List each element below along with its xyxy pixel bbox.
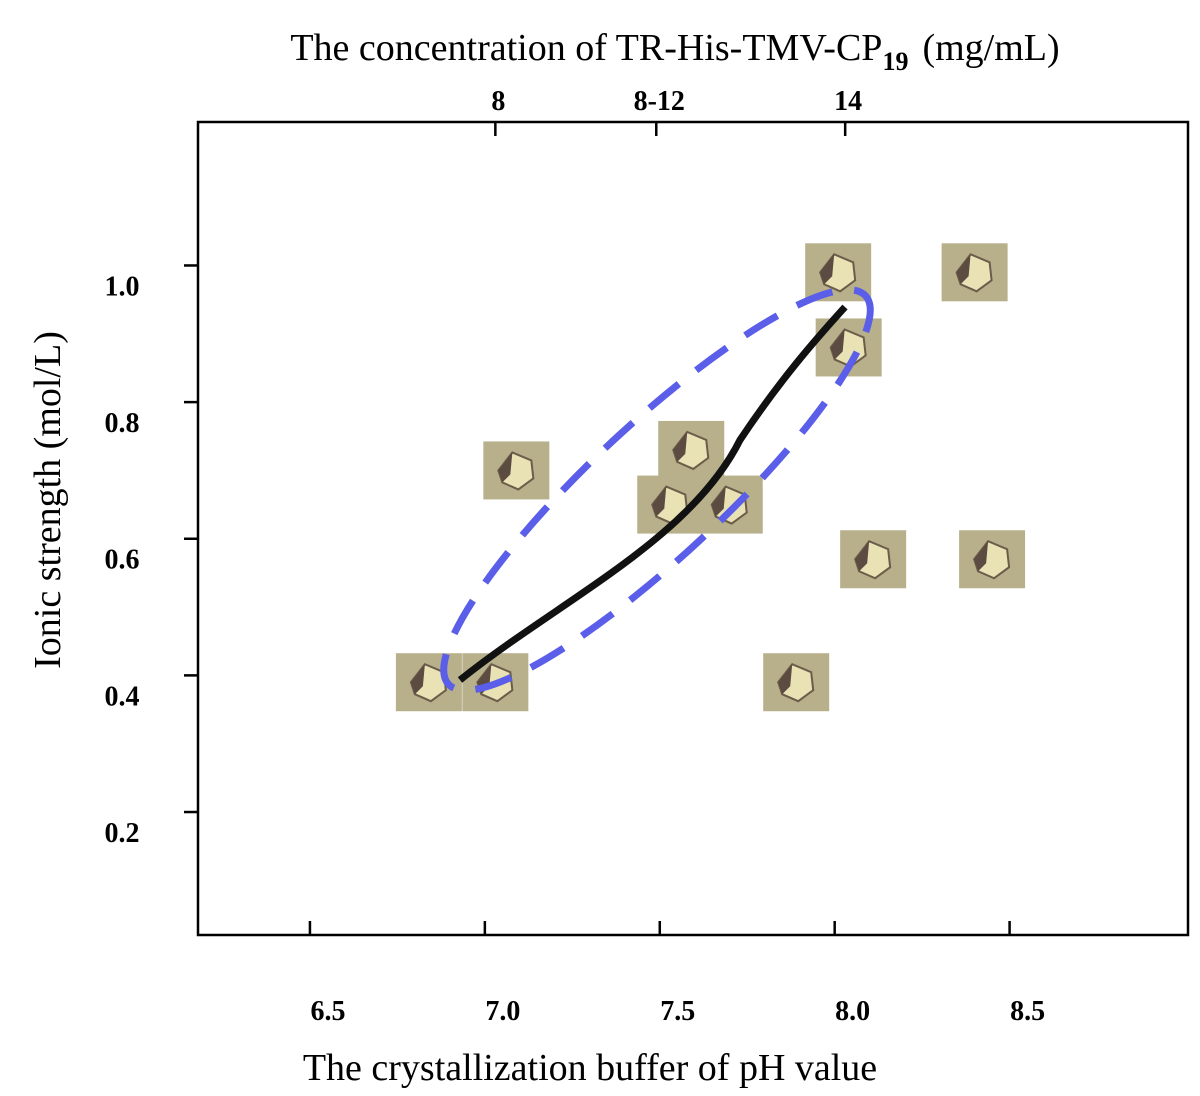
top-tick-label: 8-12 <box>634 86 685 117</box>
top-tick-label: 8 <box>491 86 505 117</box>
y-tick-label: 0.8 <box>105 408 140 439</box>
crystal-shadow <box>673 431 688 462</box>
crystal-shadow <box>830 329 845 360</box>
marks <box>395 243 1026 712</box>
plot-frame <box>196 120 1190 937</box>
top-tick-label: 14 <box>834 86 862 117</box>
crystal-shadow <box>956 254 971 285</box>
title-main: The concentration of TR-His-TMV-CP <box>290 27 882 69</box>
y-tick-label: 0.4 <box>105 681 140 712</box>
title-unit: (mg/mL) <box>922 27 1059 69</box>
crystal-marker <box>763 653 830 712</box>
y-tick-label: 0.6 <box>105 545 140 576</box>
crystal-marker <box>805 243 872 302</box>
crystal-marker <box>840 530 907 589</box>
crystal-shadow <box>974 541 989 572</box>
crystal-shadow <box>820 254 835 285</box>
crystal-marker <box>959 530 1026 589</box>
crystal-marker <box>483 441 550 500</box>
crystal-shadow <box>498 452 513 483</box>
crystal-shadow <box>855 541 870 572</box>
x-tick-label: 8.0 <box>835 996 870 1027</box>
chart-title: The concentration of TR-His-TMV-CP19 (mg/… <box>290 27 1059 76</box>
highlight-ellipse <box>440 286 874 694</box>
x-axis-title: The crystallization buffer of pH value <box>303 1047 877 1089</box>
crystal-marker <box>395 653 462 712</box>
y-axis-title: Ionic strength (mol/L) <box>27 331 69 669</box>
y-tick-label: 0.2 <box>105 818 140 849</box>
trend-curve <box>457 304 848 683</box>
crystal-shadow <box>410 664 425 695</box>
crystal-shadow <box>652 486 667 517</box>
x-tick-label: 6.5 <box>310 996 345 1027</box>
crystal-marker <box>658 420 725 479</box>
y-tick-label: 1.0 <box>105 271 140 302</box>
crystal-shadow <box>711 486 726 517</box>
title-subscript: 19 <box>882 47 908 76</box>
crystal-shadow <box>778 664 793 695</box>
crystal-marker <box>941 243 1008 302</box>
x-tick-label: 7.5 <box>660 996 695 1027</box>
x-tick-label: 7.0 <box>485 996 520 1027</box>
x-tick-label: 8.5 <box>1010 996 1045 1027</box>
